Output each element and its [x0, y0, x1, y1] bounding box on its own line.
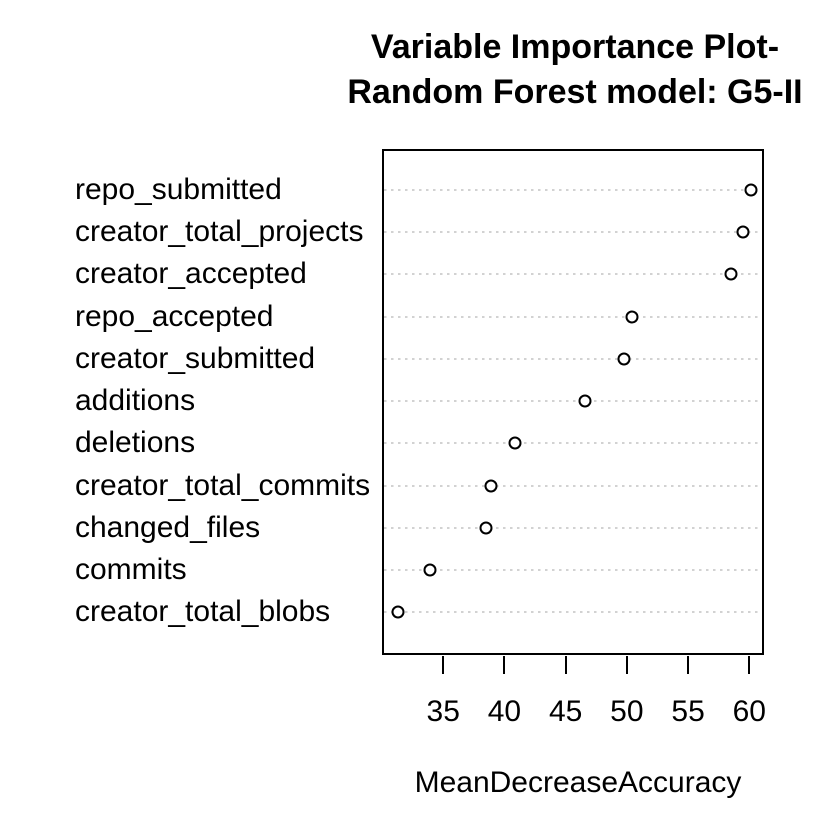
x-tick-label: 40 [487, 695, 522, 728]
category-label: creator_total_blobs [75, 595, 331, 629]
data-point [391, 605, 405, 619]
data-point [508, 436, 522, 450]
gridline [384, 569, 762, 572]
category-label: additions [75, 384, 196, 418]
data-point [484, 479, 498, 493]
x-tick-label: 55 [671, 695, 705, 728]
data-point [617, 352, 631, 366]
gridline [384, 400, 762, 403]
category-label: commits [75, 553, 187, 587]
category-label: creator_submitted [75, 341, 316, 375]
chart-title: Variable Importance Plot- Random Forest … [347, 25, 802, 115]
x-tick-label: 50 [610, 695, 644, 728]
x-tick-label: 60 [732, 695, 766, 728]
x-tick-mark [625, 656, 628, 674]
x-tick-mark [748, 656, 751, 674]
category-label: creator_total_projects [75, 215, 364, 249]
chart-title-line2: Random Forest model: G5-II [347, 73, 803, 111]
x-tick-mark [442, 656, 445, 674]
x-tick-mark [687, 656, 690, 674]
gridline [384, 484, 762, 487]
gridline [384, 357, 762, 360]
data-point [479, 521, 493, 535]
plot-area [382, 149, 764, 655]
gridline [384, 231, 762, 234]
category-label: creator_total_commits [75, 468, 371, 502]
category-label: changed_files [75, 510, 261, 544]
gridline [384, 315, 762, 318]
gridline [384, 273, 762, 276]
data-point [736, 225, 750, 239]
data-point [625, 310, 639, 324]
category-label: creator_accepted [75, 257, 307, 291]
x-axis-label: MeanDecreaseAccuracy [414, 766, 742, 799]
x-tick-mark [564, 656, 567, 674]
data-point [578, 394, 592, 408]
x-tick-mark [503, 656, 506, 674]
data-point [744, 183, 758, 197]
gridline [384, 189, 762, 191]
category-label: repo_submitted [75, 173, 282, 206]
data-point [724, 267, 738, 281]
chart-title-line1: Variable Importance Plot- [370, 28, 780, 66]
gridline [384, 611, 762, 614]
category-label: deletions [75, 426, 196, 460]
gridline [384, 442, 762, 445]
category-label: repo_accepted [75, 299, 274, 333]
x-tick-label: 35 [426, 695, 460, 728]
gridline [384, 526, 762, 529]
data-point [423, 563, 437, 577]
x-tick-label: 45 [548, 695, 583, 728]
